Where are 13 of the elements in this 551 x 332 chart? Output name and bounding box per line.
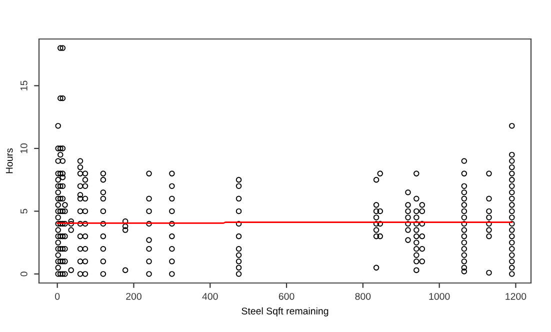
x-tick-label: 1000 <box>429 292 450 300</box>
x-tick-label: 800 <box>355 292 371 300</box>
x-tick-label: 1200 <box>506 292 526 300</box>
x-tick-label: 400 <box>202 292 218 300</box>
x-tick-label: 200 <box>126 292 142 300</box>
y-tick-label: 0 <box>20 272 28 276</box>
y-tick-label: 15 <box>20 80 28 90</box>
y-tick-label: 10 <box>20 143 28 154</box>
x-axis-title: Steel Sqft remaining <box>242 307 328 316</box>
x-tick-label: 600 <box>278 292 294 300</box>
y-axis-title: Hours <box>6 148 13 174</box>
x-tick-label: 0 <box>55 292 60 300</box>
y-tick-label: 5 <box>20 208 28 214</box>
